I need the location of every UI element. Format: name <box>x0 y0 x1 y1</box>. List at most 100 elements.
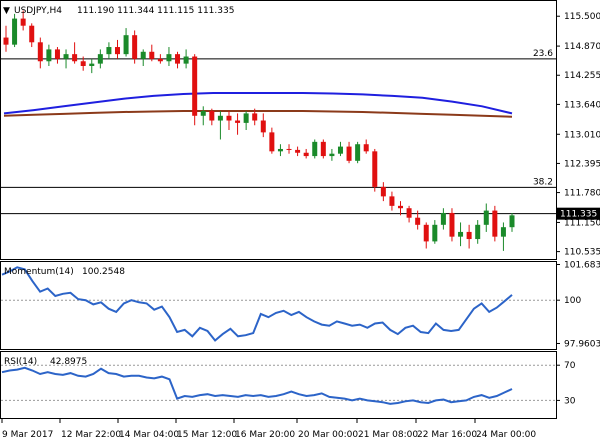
indicator-tick-label: 97.9603 <box>564 339 600 349</box>
candle-body <box>509 215 515 228</box>
bearish-candle <box>415 210 421 230</box>
bearish-candle <box>235 113 241 135</box>
candle-body <box>54 49 60 59</box>
candle-body <box>406 208 412 218</box>
bullish-candle <box>509 212 515 232</box>
bullish-candle <box>97 49 103 69</box>
candle-body <box>12 18 18 45</box>
candle-body <box>20 18 26 26</box>
candle-body <box>329 153 335 157</box>
candle-body <box>183 56 189 64</box>
rsi-label: RSI(14) <box>4 357 37 367</box>
bullish-candle <box>217 111 223 140</box>
bearish-candle <box>209 108 215 126</box>
bullish-candle <box>243 111 249 130</box>
level-label: 23.6 <box>533 49 553 59</box>
price-tick-label: 113.010 <box>564 130 600 140</box>
candle-body <box>389 196 395 206</box>
price-tick-label: 111.780 <box>564 189 600 199</box>
indicator-tick-label: 30 <box>564 396 576 406</box>
price-panel <box>0 0 557 260</box>
bearish-candle <box>29 23 35 48</box>
candle-body <box>466 231 472 240</box>
price-tick-label: 110.535 <box>564 248 600 258</box>
rsi-panel <box>0 351 557 419</box>
candle-body <box>157 58 163 62</box>
bullish-candle <box>355 141 361 164</box>
rsi-value: 42.8975 <box>50 357 87 367</box>
candle-body <box>440 212 446 225</box>
time-tick-label: 9 Mar 2017 <box>2 430 53 440</box>
candle-body <box>106 47 112 55</box>
candle-body <box>132 35 138 59</box>
bullish-candle <box>458 222 464 247</box>
candle-body <box>458 231 464 237</box>
candle-body <box>355 144 361 161</box>
candle-body <box>200 111 206 116</box>
rsi-axis: 70 30 <box>1 361 576 406</box>
price-tick-label: 111.150 <box>564 218 600 228</box>
bearish-candle <box>132 30 138 64</box>
candle-body <box>303 152 309 157</box>
time-tick-label: 24 Mar 00:00 <box>476 430 536 440</box>
bearish-candle <box>260 113 266 138</box>
bullish-candle <box>123 28 129 57</box>
candle-body <box>29 25 35 43</box>
bearish-candle <box>175 51 181 69</box>
price-tick-label: 114.870 <box>564 42 600 52</box>
slow-moving-average <box>3 110 513 118</box>
moving-averages <box>3 92 513 118</box>
candle-body <box>252 113 258 121</box>
bullish-candle <box>46 44 52 66</box>
candle-body <box>398 205 404 209</box>
candle-body <box>166 54 172 62</box>
bearish-candle <box>20 10 26 31</box>
bullish-candle <box>337 141 343 157</box>
bullish-candle <box>12 13 18 48</box>
bullish-candle <box>200 106 206 126</box>
bearish-candle <box>149 44 155 62</box>
momentum-panel <box>0 261 557 350</box>
candle-body <box>217 115 223 121</box>
candle-body <box>346 146 352 161</box>
bearish-candle <box>286 144 292 154</box>
fast-moving-average <box>3 92 513 115</box>
indicator-tick-label: 70 <box>564 361 576 371</box>
candles <box>3 10 515 251</box>
candle-body <box>114 47 120 55</box>
candle-body <box>372 151 378 187</box>
candle-body <box>415 217 421 225</box>
bullish-candle <box>440 208 446 230</box>
candle-body <box>235 120 241 123</box>
time-tick-label: 22 Mar 16:00 <box>417 430 477 440</box>
candle-body <box>80 61 86 66</box>
candle-body <box>320 141 326 157</box>
collapse-triangle-icon[interactable]: ▼ <box>3 6 10 16</box>
bearish-candle <box>380 182 386 202</box>
candle-body <box>89 63 95 66</box>
bearish-candle <box>346 141 352 164</box>
bullish-candle <box>106 42 112 59</box>
time-tick-label: 20 Mar 00:00 <box>298 430 358 440</box>
current-price-value: 111.335 <box>560 210 597 220</box>
candle-body <box>149 51 155 59</box>
bearish-candle <box>363 139 369 154</box>
indicator-series <box>1 266 513 342</box>
time-tick-label: 21 Mar 08:00 <box>358 430 418 440</box>
time-tick-label: 14 Mar 04:00 <box>119 430 179 440</box>
candle-body <box>337 146 343 154</box>
momentum-label: Momentum(14) <box>4 267 74 277</box>
candle-body <box>449 212 455 237</box>
bearish-candle <box>37 37 43 69</box>
bullish-candle <box>432 220 438 244</box>
bearish-candle <box>72 42 78 64</box>
candle-body <box>63 54 69 59</box>
bearish-candle <box>226 111 232 130</box>
candle-body <box>140 51 146 59</box>
indicator-tick-label: 100 <box>564 296 581 306</box>
candle-body <box>492 210 498 237</box>
candle-body <box>500 227 506 237</box>
candle-body <box>209 111 215 121</box>
